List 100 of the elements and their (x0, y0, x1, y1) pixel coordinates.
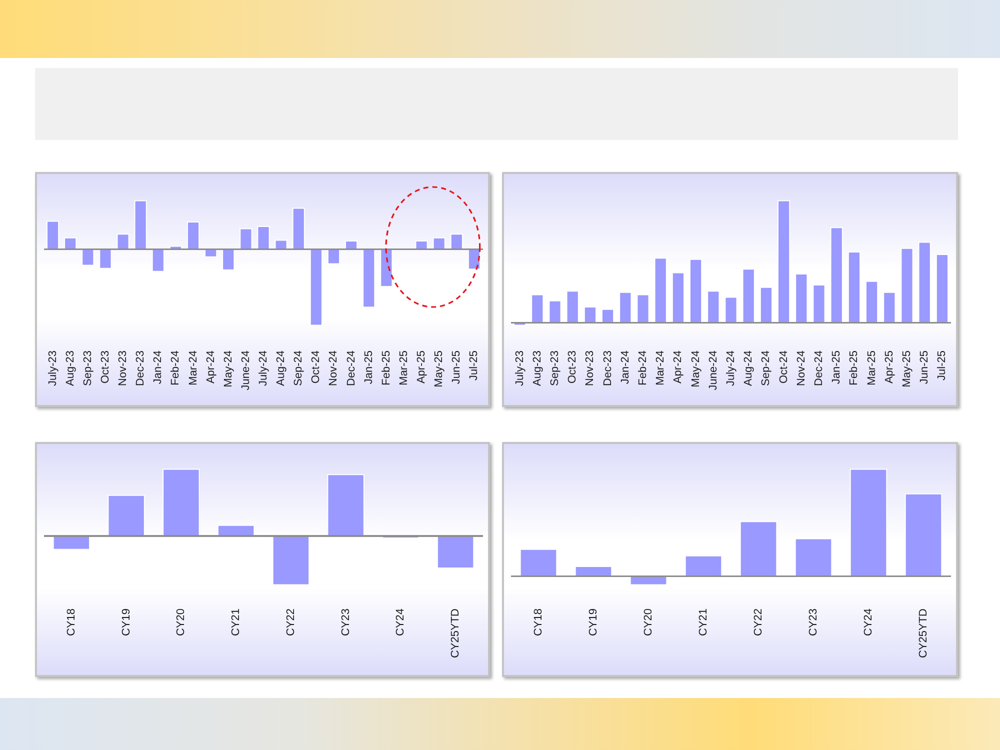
bar (830, 227, 843, 324)
x-tick-label: Aug-23 (531, 350, 544, 386)
bar (777, 200, 790, 324)
x-tick-label: CY18 (532, 608, 544, 636)
bar (531, 294, 544, 324)
bar (380, 248, 393, 288)
bar (327, 248, 340, 264)
bar (724, 296, 738, 324)
x-tick-label: Nov-23 (584, 350, 596, 386)
x-tick-label: Dec-24 (345, 350, 358, 386)
bar (222, 248, 235, 270)
x-tick-label: Dec-23 (134, 350, 147, 386)
bar (520, 548, 558, 577)
x-tick-label: CY21 (698, 608, 710, 636)
bar (548, 300, 562, 324)
x-tick-label: CY20 (642, 608, 654, 636)
x-tick-label: Oct-23 (99, 350, 112, 384)
x-tick-label: Feb-25 (848, 350, 860, 386)
x-tick-label: Mar-24 (654, 350, 667, 386)
bar (99, 248, 112, 269)
x-tick-label: Feb-24 (170, 350, 182, 386)
x-tick-label: Aug-24 (275, 350, 288, 386)
x-tick-label: June-24 (240, 350, 252, 390)
x-tick-label: Nov-23 (117, 350, 130, 386)
bar (601, 308, 614, 324)
x-tick-label: Oct-24 (778, 350, 790, 384)
x-tick-label: Apr-25 (416, 350, 428, 384)
bar (134, 200, 147, 250)
bar (272, 536, 310, 586)
x-tick-label: Dec-23 (602, 350, 614, 386)
x-tick-label: CY23 (340, 608, 352, 636)
x-tick-label: Jul-25 (936, 350, 948, 380)
x-tick-label: July-23 (46, 350, 59, 386)
x-tick-label: May-25 (901, 350, 913, 388)
bar (684, 555, 722, 577)
bar (760, 286, 773, 324)
x-tick-label: Jun-25 (918, 350, 931, 384)
bar (742, 268, 755, 324)
bar (108, 494, 145, 537)
bar (327, 474, 364, 537)
x-tick-label: Sep-23 (82, 350, 94, 386)
x-tick-label: Apr-24 (204, 350, 217, 384)
x-tick-label: CY21 (230, 608, 242, 636)
bar (619, 292, 632, 324)
bar (292, 208, 305, 250)
x-tick-label: CY23 (808, 608, 820, 636)
x-tick-label: CY19 (120, 608, 132, 636)
x-tick-label: Dec-24 (813, 350, 825, 386)
x-tick-label: Mar-24 (187, 350, 200, 386)
x-tick-label: Nov-24 (795, 350, 808, 386)
x-tick-label: Jan-24 (152, 350, 164, 384)
bar (740, 521, 778, 577)
x-tick-label: Mar-25 (866, 350, 878, 386)
x-tick-label: CY24 (394, 608, 407, 636)
bar (566, 290, 579, 324)
x-tick-label: Feb-25 (380, 350, 392, 386)
x-tick-label: Mar-25 (398, 350, 410, 386)
x-tick-label: CY25YTD (918, 608, 930, 658)
bar (240, 228, 252, 250)
x-tick-label: May-24 (690, 350, 702, 388)
x-tick-label: Aug-23 (64, 350, 76, 386)
x-tick-label: July-24 (258, 350, 270, 386)
x-tick-label: Sep-24 (760, 350, 772, 386)
bar (707, 290, 720, 324)
bar (900, 248, 914, 324)
bar (865, 280, 878, 324)
x-tick-label: CY19 (588, 608, 600, 636)
bar (654, 258, 667, 324)
x-tick-label: Sep-23 (549, 350, 561, 386)
x-tick-label: CY24 (862, 608, 874, 636)
x-tick-label: Oct-24 (310, 350, 322, 384)
x-tick-label: Apr-24 (672, 350, 684, 384)
bar (848, 252, 861, 324)
bar (918, 242, 931, 324)
x-tick-label: Jan-25 (830, 350, 843, 384)
bar (310, 248, 322, 326)
bar (794, 538, 832, 577)
x-tick-label: CY22 (284, 608, 297, 636)
bar (936, 254, 949, 324)
bar (584, 306, 597, 324)
bar (217, 524, 255, 537)
x-tick-label: Nov-24 (328, 350, 340, 386)
x-tick-label: Oct-23 (566, 350, 579, 384)
x-tick-label: Aug-24 (742, 350, 755, 386)
bar (186, 221, 200, 250)
x-tick-label: July-23 (514, 350, 526, 386)
bar (152, 248, 164, 272)
bar (795, 273, 808, 324)
x-tick-label: July-24 (725, 350, 737, 386)
bar (450, 234, 463, 250)
bar (46, 220, 60, 250)
bar (883, 292, 896, 324)
x-tick-label: CY22 (752, 608, 764, 636)
bar (116, 234, 130, 250)
bar (362, 248, 376, 308)
bar (162, 468, 200, 537)
x-tick-label: May-25 (433, 350, 446, 388)
x-tick-label: Apr-25 (883, 350, 896, 384)
x-tick-label: May-24 (222, 350, 234, 388)
bar (812, 284, 826, 324)
